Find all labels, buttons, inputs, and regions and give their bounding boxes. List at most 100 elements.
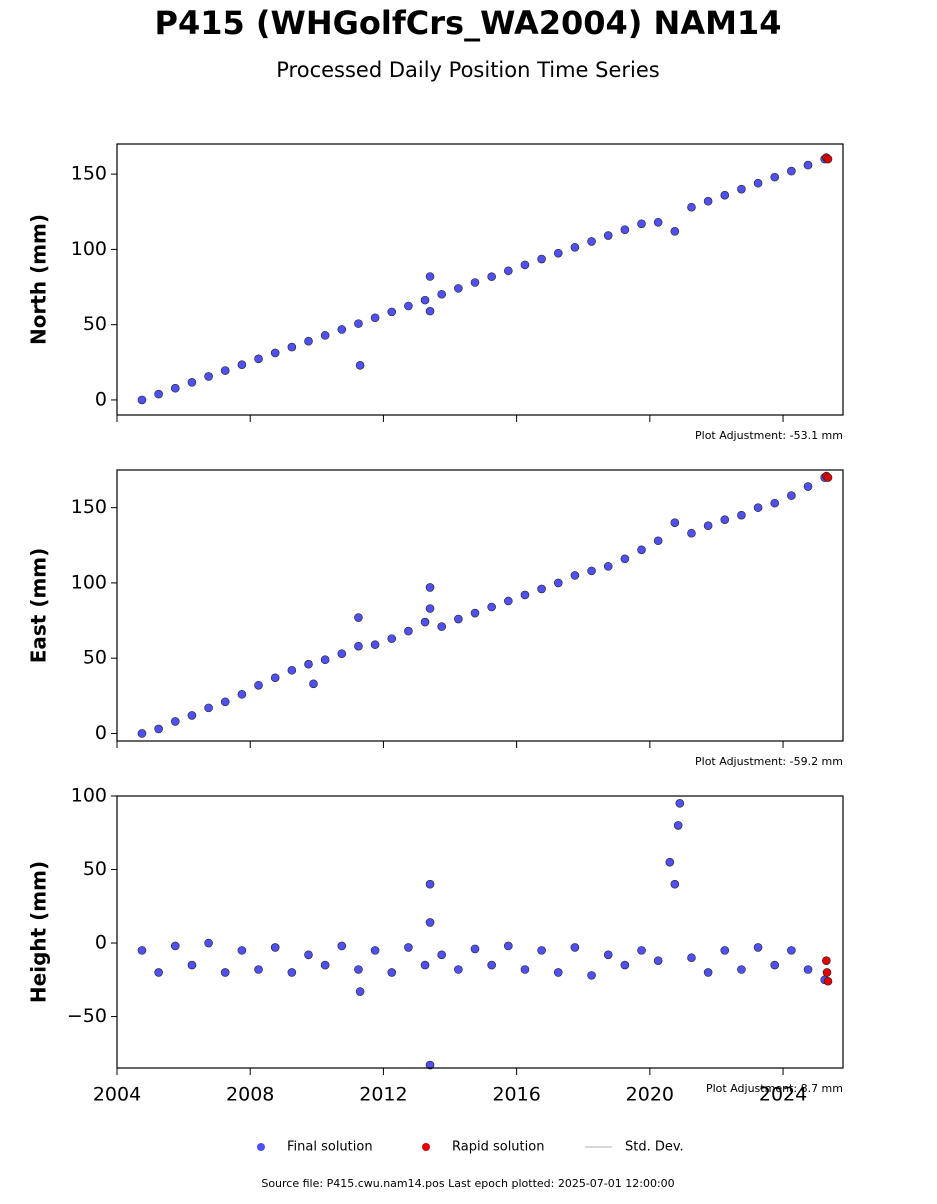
- x-tick-label: 2008: [226, 1084, 274, 1106]
- point: [387, 634, 397, 643]
- point: [454, 284, 463, 293]
- point: [670, 879, 680, 889]
- y-tick-label: 50: [83, 313, 107, 335]
- point: [137, 729, 147, 738]
- point: [154, 968, 163, 977]
- point: [437, 622, 447, 631]
- point: [720, 946, 730, 955]
- point: [587, 237, 596, 246]
- point: [603, 950, 613, 960]
- point: [354, 319, 363, 328]
- point: [687, 528, 696, 538]
- point: [404, 626, 413, 636]
- x-tick-label: 2004: [93, 1084, 141, 1106]
- x-tick-label: 2012: [359, 1084, 407, 1106]
- point: [270, 348, 280, 358]
- point: [603, 231, 613, 240]
- point: [337, 649, 347, 658]
- point: [703, 521, 713, 531]
- point: [803, 965, 813, 974]
- x-tick-label: 2024: [759, 1084, 807, 1106]
- point: [537, 584, 546, 594]
- plot-note: Plot Adjustment: -53.1 mm: [695, 429, 843, 442]
- point: [823, 976, 833, 986]
- point: [587, 566, 596, 576]
- point: [487, 272, 496, 281]
- point: [703, 968, 713, 977]
- point: [137, 395, 147, 405]
- point: [304, 336, 313, 346]
- point: [737, 184, 746, 194]
- point: [570, 571, 580, 580]
- point: [204, 703, 213, 713]
- axes-frame: [116, 469, 844, 742]
- y-axis-label: Height (mm): [27, 861, 51, 1003]
- point: [787, 491, 796, 500]
- point: [370, 946, 380, 955]
- point: [404, 943, 413, 952]
- point: [425, 1060, 435, 1070]
- point: [670, 518, 680, 527]
- point: [803, 482, 813, 491]
- point: [653, 217, 663, 227]
- point: [822, 968, 832, 977]
- point: [354, 613, 363, 622]
- point: [553, 968, 563, 977]
- point: [270, 673, 280, 683]
- point: [637, 219, 646, 229]
- point: [425, 604, 435, 613]
- point: [387, 307, 397, 317]
- subtitle: Processed Daily Position Time Series: [276, 58, 660, 82]
- point: [354, 965, 363, 974]
- point: [387, 968, 397, 977]
- point: [304, 659, 313, 669]
- point: [425, 583, 435, 592]
- point: [355, 987, 365, 996]
- point: [603, 562, 613, 571]
- y-tick-label: 150: [71, 496, 107, 518]
- point: [187, 378, 197, 387]
- point: [425, 272, 435, 281]
- point: [220, 968, 230, 977]
- point: [665, 857, 675, 867]
- point: [187, 711, 197, 720]
- point: [309, 679, 318, 689]
- x-tick-label: 2020: [626, 1084, 674, 1106]
- point: [737, 965, 746, 974]
- point: [673, 821, 683, 830]
- point: [470, 278, 480, 287]
- point: [154, 724, 163, 734]
- point: [370, 313, 380, 323]
- point: [823, 473, 833, 482]
- y-axis-label: East (mm): [27, 548, 51, 664]
- y-tick-label: 0: [95, 388, 107, 410]
- point: [170, 383, 180, 393]
- point: [287, 968, 297, 977]
- point: [454, 965, 463, 974]
- y-axis-label: North (mm): [27, 214, 51, 345]
- point: [720, 190, 730, 200]
- y-tick-label: 0: [95, 932, 107, 954]
- axes-frame: [116, 143, 844, 416]
- point: [254, 680, 263, 690]
- point: [137, 946, 147, 955]
- point: [787, 946, 796, 955]
- y-tick-label: 100: [71, 785, 107, 807]
- point: [620, 554, 630, 564]
- axes-frame: [116, 795, 844, 1069]
- point: [687, 953, 696, 963]
- point: [553, 578, 563, 588]
- point: [470, 944, 480, 954]
- point: [703, 196, 713, 206]
- point: [287, 342, 297, 352]
- legend-label: Std. Dev.: [625, 1140, 684, 1155]
- point: [637, 946, 646, 955]
- point: [753, 503, 763, 512]
- point: [687, 202, 696, 212]
- point: [675, 799, 685, 808]
- point: [320, 331, 330, 340]
- x-tick-label: 2016: [492, 1084, 540, 1106]
- y-tick-label: 50: [83, 647, 107, 669]
- point: [553, 248, 563, 258]
- point: [470, 608, 480, 618]
